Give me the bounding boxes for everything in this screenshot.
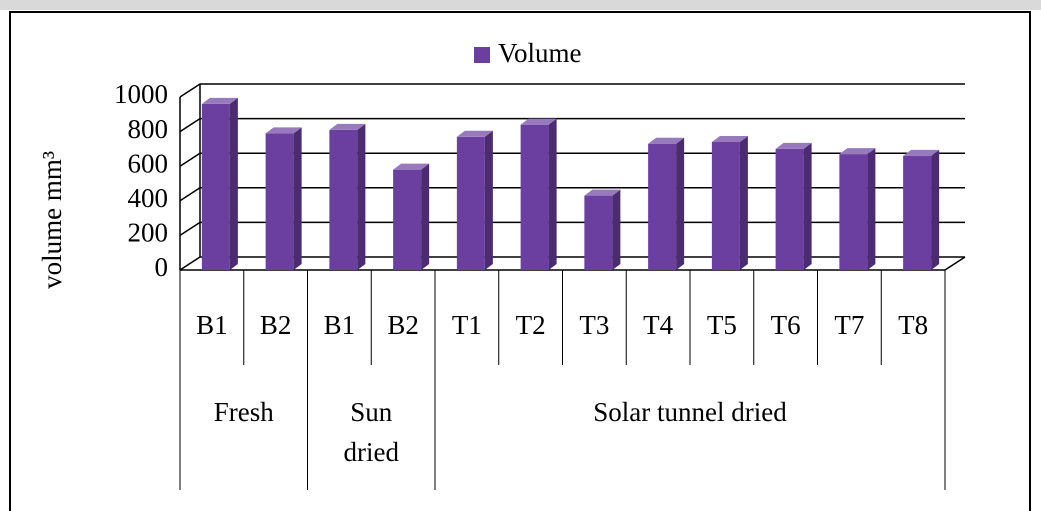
bar-side xyxy=(739,135,748,270)
y-tick-label: 0 xyxy=(155,252,169,282)
bar-front xyxy=(393,169,422,270)
bar-side xyxy=(484,130,493,270)
bar xyxy=(456,130,493,270)
bar-top xyxy=(265,127,302,134)
x-tick-label: T8 xyxy=(898,310,928,340)
bar-top xyxy=(648,137,685,144)
group-label: Sun dried xyxy=(343,397,399,467)
bar xyxy=(329,123,366,271)
bar-top xyxy=(520,118,557,125)
bar xyxy=(393,163,430,270)
bar-front xyxy=(711,141,740,270)
bar-side xyxy=(357,123,366,271)
y-tick-label: 400 xyxy=(128,183,169,213)
bar xyxy=(584,189,621,270)
bar xyxy=(648,137,685,270)
bar-side xyxy=(421,163,430,270)
x-tick-label: B1 xyxy=(196,310,228,340)
bar-top xyxy=(584,189,621,196)
x-tick-label: B2 xyxy=(387,310,419,340)
bar xyxy=(903,149,940,270)
bar-side xyxy=(548,118,557,271)
legend-label: Volume xyxy=(498,38,582,68)
x-tick-label: T1 xyxy=(452,310,482,340)
group-label: Solar tunnel dried xyxy=(593,397,787,427)
bar-top xyxy=(775,142,812,149)
y-tick-label: 200 xyxy=(128,218,169,248)
bar-front xyxy=(456,136,485,270)
bar-top xyxy=(201,97,238,104)
x-tick-label: T2 xyxy=(516,310,546,340)
group-label: Fresh xyxy=(213,397,274,427)
bar-side xyxy=(867,148,876,270)
x-axis-floor xyxy=(944,256,966,271)
bar-top xyxy=(393,163,430,170)
bar-top xyxy=(839,148,876,155)
x-tick-label: B2 xyxy=(260,310,292,340)
bar xyxy=(201,97,238,270)
bar-side xyxy=(293,127,302,270)
top-strip xyxy=(0,0,1041,10)
bar-front xyxy=(839,154,868,270)
chart-frame xyxy=(9,11,1031,511)
bar-side xyxy=(676,137,685,270)
y-tick-label: 600 xyxy=(128,148,169,178)
x-tick-label: T3 xyxy=(579,310,609,340)
bar-front xyxy=(265,133,294,270)
y-tick-label: 800 xyxy=(128,114,169,144)
x-tick-label: T7 xyxy=(834,310,864,340)
bar xyxy=(520,118,557,271)
bar-front xyxy=(520,124,549,271)
legend-swatch xyxy=(474,47,490,63)
bar-top xyxy=(456,130,493,137)
x-tick-label: B1 xyxy=(324,310,356,340)
bar-side xyxy=(803,142,812,270)
bar-top xyxy=(711,135,748,142)
x-tick-label: T6 xyxy=(771,310,801,340)
bar-front xyxy=(775,148,804,270)
bar xyxy=(775,142,812,270)
bar-front xyxy=(648,143,677,270)
bar-side xyxy=(229,97,238,270)
x-tick-label: T5 xyxy=(707,310,737,340)
bar-side xyxy=(931,149,940,270)
bar xyxy=(839,148,876,270)
bar-front xyxy=(584,195,613,270)
grid-line xyxy=(179,83,965,98)
bar xyxy=(265,127,302,270)
bar-front xyxy=(329,129,358,270)
bar-top xyxy=(903,149,940,156)
y-axis-label: volume mm³ xyxy=(37,151,67,289)
y-tick-label: 1000 xyxy=(114,79,168,109)
x-tick-label: T4 xyxy=(643,310,673,340)
bar-top xyxy=(329,123,366,130)
bar xyxy=(711,135,748,270)
bar-front xyxy=(201,103,230,270)
bar-front xyxy=(903,155,932,270)
bar-side xyxy=(612,189,621,270)
